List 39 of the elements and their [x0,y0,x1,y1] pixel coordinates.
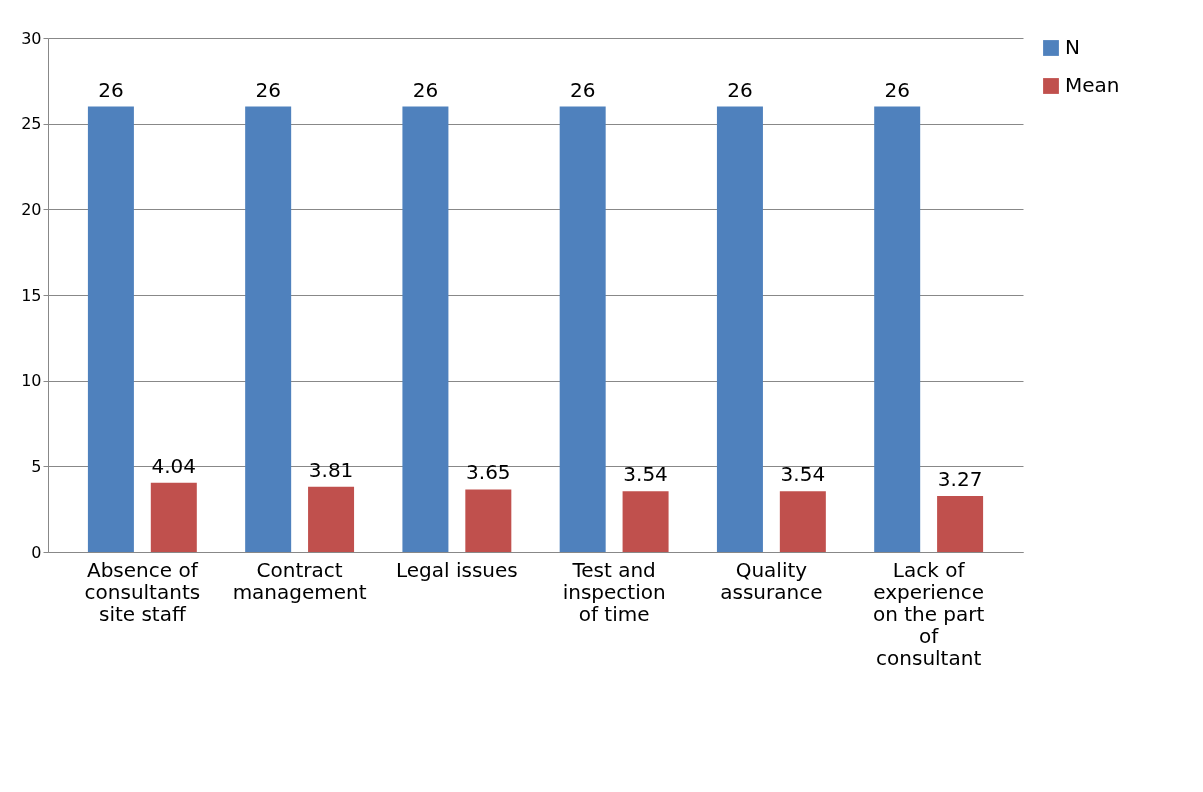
data-label: 26 [727,77,753,102]
data-label: 26 [569,77,596,102]
data-label: 26 [255,77,281,102]
data-label: 3.54 [623,462,668,487]
bar [150,482,197,552]
legend-label: Mean [1065,73,1120,97]
bar [245,106,292,552]
data-label: 3.81 [308,457,354,482]
x-tick-label: Test and inspection of time [562,557,666,626]
x-tick-label: Quality assurance [720,557,823,604]
y-tick-label: 0 [31,542,42,562]
x-tick-label: Legal issues [395,557,518,582]
y-tick-label: 25 [21,114,42,134]
bar [874,106,921,552]
data-label: 26 [884,77,910,102]
y-tick-label: 10 [21,371,42,391]
bar [465,489,512,552]
data-label: 3.27 [937,466,983,491]
data-label: 26 [98,77,124,102]
y-tick-label: 5 [31,456,42,476]
y-tick-label: 20 [21,199,42,219]
bar [308,486,355,552]
bar [402,106,449,552]
bar [559,106,606,552]
data-label: 3.65 [466,460,511,485]
bar [87,106,134,552]
x-tick-label: Absence of consultants site staff [84,557,201,626]
data-label: 26 [412,77,439,102]
data-label: 3.54 [780,462,826,487]
bar [716,106,763,552]
legend-label: N [1065,35,1080,59]
y-tick-label: 30 [21,28,42,48]
y-tick-label: 15 [21,285,42,305]
bar [937,495,984,552]
bar [622,491,669,552]
bar [779,491,826,552]
data-label: 4.04 [151,453,197,478]
x-tick-label: Lack of experience on the part of consultant [872,557,985,670]
x-tick-label: Contract management [232,557,367,604]
